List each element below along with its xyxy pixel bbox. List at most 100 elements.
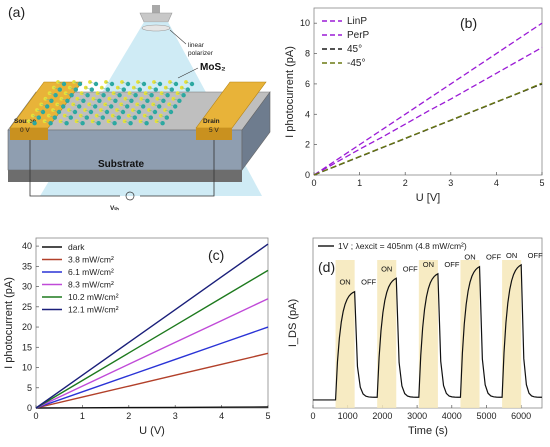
atomic-bond xyxy=(84,109,92,113)
x-tick-label: 4000 xyxy=(442,411,462,421)
source-voltage: 0 V xyxy=(20,127,30,134)
xlabel-d: Time (s) xyxy=(408,425,448,437)
atomic-bond xyxy=(109,98,116,101)
x-tick-label: 0 xyxy=(310,411,315,421)
legend-label: 3.8 mW/cm² xyxy=(68,255,114,265)
series-line-2 xyxy=(313,46,543,176)
atomic-bond xyxy=(140,121,147,124)
atomic-bond xyxy=(125,98,132,101)
gate-label: Vₜₕ xyxy=(110,205,119,212)
molybdenum-atom xyxy=(61,104,66,109)
atomic-bond xyxy=(145,93,152,96)
atomic-bond xyxy=(28,121,35,124)
molybdenum-atom xyxy=(116,115,122,120)
y-tick-label: 10 xyxy=(300,18,310,28)
x-tick-label: 1000 xyxy=(338,411,358,421)
on-interval-shade xyxy=(377,260,397,408)
sulfur-atom xyxy=(51,85,56,90)
y-tick-label: 25 xyxy=(22,302,32,312)
atomic-bond xyxy=(57,104,64,107)
atomic-bond xyxy=(177,93,184,96)
atomic-bond xyxy=(85,87,92,90)
sulfur-atom xyxy=(55,102,60,107)
legend-label: 45° xyxy=(347,44,362,55)
x-tick-label: 4 xyxy=(219,411,224,421)
molybdenum-atom xyxy=(173,104,178,109)
molybdenum-atom xyxy=(96,121,101,126)
x-tick-label: 3000 xyxy=(407,411,427,421)
off-label: OFF xyxy=(486,253,501,262)
atomic-bond xyxy=(52,109,60,113)
on-interval-shade xyxy=(460,260,480,408)
substrate-label: Substrate xyxy=(98,159,145,170)
atomic-bond xyxy=(121,104,128,107)
x-tick-label: 3 xyxy=(173,411,178,421)
molybdenum-atom xyxy=(97,98,102,104)
legend-label: 10.2 mW/cm² xyxy=(68,292,119,302)
molybdenum-atom xyxy=(121,87,127,92)
y-tick-label: 4 xyxy=(305,109,310,119)
on-interval-shade xyxy=(502,260,522,408)
molybdenum-atom xyxy=(153,87,158,92)
atomic-bond xyxy=(121,81,129,85)
atomic-bond xyxy=(156,121,163,124)
x-tick-label: 2 xyxy=(403,178,408,188)
on-interval-shade xyxy=(335,260,355,408)
atomic-bond xyxy=(108,121,115,124)
y-tick-label: 0 xyxy=(305,170,310,180)
panel-label-a: (a) xyxy=(8,4,25,20)
atomic-bond xyxy=(92,121,99,124)
atomic-bond xyxy=(81,93,88,96)
molybdenum-atom xyxy=(52,115,57,120)
atomic-bond xyxy=(128,115,135,118)
atomic-bond xyxy=(105,104,112,107)
x-tick-label: 5000 xyxy=(476,411,496,421)
ids-trace xyxy=(313,263,543,401)
x-tick-label: 2 xyxy=(126,411,131,421)
y-tick-label: 10 xyxy=(22,363,32,373)
molybdenum-atom xyxy=(84,115,90,120)
on-interval-shade xyxy=(418,260,438,408)
series-line-4 xyxy=(35,298,269,409)
series-line-4 xyxy=(313,82,543,176)
atomic-bond xyxy=(137,104,144,107)
legend-label: PerP xyxy=(347,30,370,41)
molybdenum-atom xyxy=(73,87,79,92)
molybdenum-atom xyxy=(69,93,74,98)
atomic-bond xyxy=(112,115,119,118)
y-tick-label: 20 xyxy=(22,322,32,332)
on-label: ON xyxy=(506,251,517,260)
molybdenum-atom xyxy=(80,121,85,126)
chart-d: (d) Time (s) I_DS (pA) 0 1000 2000 3000 4000… xyxy=(287,237,543,437)
legend-label: 1V ; λexcit = 405nm (4.8 mW/cm²) xyxy=(338,241,467,251)
atomic-bond xyxy=(65,93,72,96)
atomic-bond xyxy=(153,104,160,107)
x-tick-label: 3 xyxy=(448,178,453,188)
series-line-3 xyxy=(35,326,269,409)
plot-area-c xyxy=(35,237,269,409)
molybdenum-atom xyxy=(148,115,153,120)
molybdenum-atom xyxy=(141,104,146,109)
legend-label: -45° xyxy=(347,58,365,69)
source-label: Source xyxy=(14,118,36,125)
molybdenum-atom xyxy=(89,87,95,92)
molybdenum-atom xyxy=(137,87,142,92)
atomic-bond xyxy=(117,87,124,90)
on-label: ON xyxy=(381,264,392,273)
y-tick-label: 35 xyxy=(22,261,32,271)
y-tick-label: 0 xyxy=(27,403,32,413)
molybdenum-atom xyxy=(100,115,106,120)
x-tick-label: 0 xyxy=(311,178,316,188)
legend-label: LinP xyxy=(347,16,367,27)
molybdenum-atom xyxy=(164,115,169,120)
atomic-bond xyxy=(169,104,176,107)
atomic-bond xyxy=(173,98,180,101)
drain-voltage: 5 V xyxy=(209,127,219,134)
atomic-bond xyxy=(60,121,67,124)
atomic-bond xyxy=(129,93,136,96)
atomic-bond xyxy=(53,87,60,90)
molybdenum-atom xyxy=(125,104,130,109)
series-line-1 xyxy=(313,22,543,176)
mos2-label: MoS₂ xyxy=(200,62,226,73)
